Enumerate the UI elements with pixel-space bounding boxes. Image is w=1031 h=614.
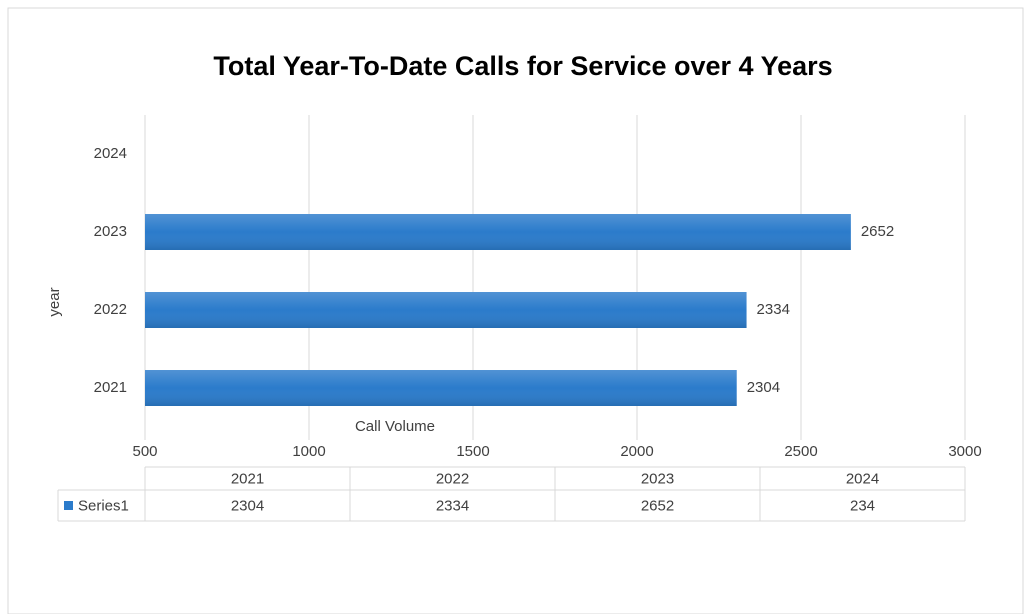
table-value: 2652 (641, 497, 674, 514)
y-axis-label: year (46, 287, 63, 316)
x-tick-label: 1000 (292, 443, 325, 460)
data-label: 2652 (861, 223, 894, 240)
data-label: 2304 (747, 379, 780, 396)
bar-shade (145, 292, 747, 328)
chart-title: Total Year-To-Date Calls for Service ove… (213, 51, 832, 81)
table-header: 2022 (436, 470, 469, 487)
table-value: 234 (850, 497, 875, 514)
table-value: 2334 (436, 497, 469, 514)
y-tick-label: 2022 (94, 301, 127, 318)
y-tick-label: 2021 (94, 379, 127, 396)
x-axis-label: Call Volume (355, 418, 435, 435)
y-tick-label: 2024 (94, 145, 127, 162)
x-tick-label: 3000 (948, 443, 981, 460)
grid (144, 115, 966, 440)
x-tick-label: 1500 (456, 443, 489, 460)
labels: 500 1000 1500 2000 2500 3000 2021 2022 2023 2024 2… (94, 145, 982, 460)
x-tick-label: 2500 (784, 443, 817, 460)
legend-label: Series1 (78, 497, 129, 514)
bar-shade (145, 370, 737, 406)
data-label: 2334 (757, 301, 790, 318)
table-header: 2021 (231, 470, 264, 487)
x-tick-label: 500 (132, 443, 157, 460)
bar-shade (145, 214, 851, 250)
plot-area (145, 214, 851, 406)
table-header: 2023 (641, 470, 674, 487)
table-header: 2024 (846, 470, 879, 487)
data-table: 2021 2022 2023 2024 Series1 2304 2334 2652 234 (57, 466, 966, 522)
table-value: 2304 (231, 497, 264, 514)
x-tick-label: 2000 (620, 443, 653, 460)
legend-key (64, 501, 73, 510)
y-tick-label: 2023 (94, 223, 127, 240)
